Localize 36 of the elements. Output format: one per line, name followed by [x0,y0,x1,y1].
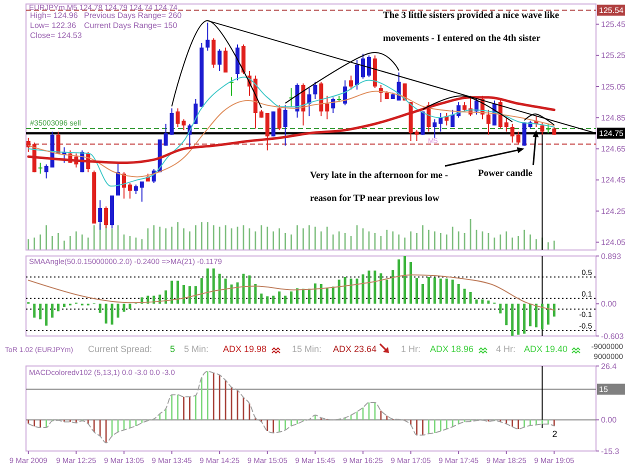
y-tick-label: 124.05 [601,238,625,248]
y-tick-label: 124.45 [601,176,625,185]
y-tick-label: 124.25 [601,206,625,216]
y-tick-label: 0.893 [601,252,622,261]
y-tick-label: 0.00 [601,416,618,425]
ref-line-label: 125.54 [599,6,624,16]
text: The 3 little sisters provided a nice wave like movements - I entered on the 4th sister [383,11,560,44]
text: 4 Hr: [496,344,516,354]
text: Current Spread: [88,344,152,354]
y-tick-label: 125.45 [601,20,625,30]
text: ADX 19.98 [223,344,267,354]
annotation: Close= 124.53 [30,31,82,40]
text: 5 [170,344,176,354]
annotation: Previous Days Range= 260 [84,11,182,20]
ref-line-label: 2 [552,429,558,439]
y-tick-label: -0.603 [601,332,624,341]
annotation: Low= 122.36 [30,21,77,30]
ref-line-label: 124.75 [599,129,624,138]
y-tick-label: 125.05 [601,82,625,92]
y-tick-label: 0.00 [601,300,618,309]
y-tick-label: 26.4 [601,362,618,371]
y-tick-label: -15.3 [601,446,620,456]
text: 1 Hr: [401,344,421,354]
text: 15 Min: [292,344,322,354]
ref-line-label: 15 [599,385,608,394]
text: ADX 23.64 [333,344,377,354]
annotation: Current Days Range= 150 [84,21,178,30]
y-tick-label: 125.25 [601,51,625,60]
y-tick-label: 124.65 [601,144,625,154]
y-tick-label: 124.85 [601,113,625,122]
text: 5 Min: [184,344,209,354]
annotation: Power candle [478,169,532,179]
text: ADX 18.96 [430,344,474,354]
text: Very late in the afternoon for me - reason for TP near previous low [310,171,448,204]
annotation: High= 124.96 [30,11,78,20]
text: ADX 19.40 [524,344,568,354]
